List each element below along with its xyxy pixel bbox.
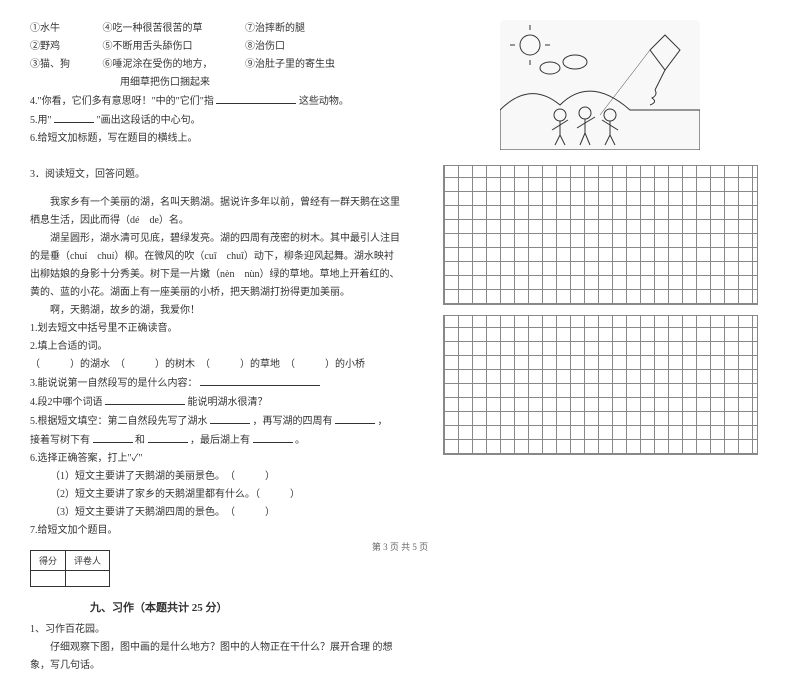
item-row-3b: 用细草把伤口捆起来 [30,74,400,92]
item-2a: ②野鸡 [30,38,100,56]
sq5-blank4[interactable] [148,431,188,443]
score-cell[interactable] [31,571,66,587]
item-1b: ④吃一种很苦很苦的草 [103,20,243,38]
sq4: 4.段2中哪个词语 能说明湖水很清？ [30,393,400,412]
page-footer: 第 3 页 共 5 页 [0,540,800,553]
sq5-blank3[interactable] [93,431,133,443]
sq4-blank[interactable] [105,393,185,405]
writing-grid-1[interactable] [443,165,758,305]
sq5g: 。 [295,435,305,446]
sq6b: （2）短文主要讲了家乡的天鹅湖里都有什么。（ ） [30,486,400,504]
writing-grid-2[interactable] [443,315,758,455]
sq5b: ，再写湖的四周有 [253,416,333,427]
q3-title: 3．阅读短文，回答问题。 [30,166,400,184]
q4-text-b: 这些动物。 [299,96,349,107]
q5-text-b: "画出这段话的中心句。 [97,115,201,126]
sq6a: （1）短文主要讲了天鹅湖的美丽景色。 （ ） [30,468,400,486]
sq5-blank1[interactable] [210,412,250,424]
sq7: 7.给短文加个题目。 [30,522,400,540]
item-1a: ①水牛 [30,20,100,38]
item-3b: ⑥唾泥涂在受伤的地方， [103,56,243,74]
score-table: 得分 评卷人 [30,550,110,587]
right-column [430,20,770,675]
q4-text-a: 4."你看，它们多有意思呀！"中的"它们"指 [30,96,214,107]
para-3: 啊，天鹅湖，故乡的湖，我爱你！ [30,302,400,320]
sq5a: 5.根据短文填空：第二自然段先写了湖水 [30,416,208,427]
sq1: 1.划去短文中括号里不正确读音。 [30,320,400,338]
sq3: 3.能说说第一自然段写的是什么内容： [30,374,400,393]
left-column: ①水牛 ④吃一种很苦很苦的草 ⑦治摔断的腿 ②野鸡 ⑤不断用舌头舔伤口 ⑧治伤口… [30,20,400,675]
sq4-text-b: 能说明湖水很清？ [188,397,268,408]
item-2b: ⑤不断用舌头舔伤口 [103,38,243,56]
sq5-line1: 5.根据短文填空：第二自然段先写了湖水 ，再写湖的四周有 ， [30,412,400,431]
para-1: 我家乡有一个美丽的湖，名叫天鹅湖。据说许多年以前，曾经有一群天鹅在这里栖息生活，… [30,194,400,230]
sq5f: ，最后湖上有 [190,435,250,446]
item-1c: ⑦治摔断的腿 [245,23,305,34]
score-label: 得分 [31,551,66,571]
sq5-blank2[interactable] [335,412,375,424]
sq4-text-a: 4.段2中哪个词语 [30,397,103,408]
sq6c: （3）短文主要讲了天鹅湖四周的景色。 （ ） [30,504,400,522]
kite-svg [500,20,700,150]
item-row-1: ①水牛 ④吃一种很苦很苦的草 ⑦治摔断的腿 [30,20,400,38]
sq2: 2.填上合适的词。 [30,338,400,356]
sq5-blank5[interactable] [253,431,293,443]
sq6: 6.选择正确答案，打上"✓" [30,450,400,468]
writing-1a: 仔细观察下图，图中画的是什么地方？图中的人物正在干什么？展开合理 的想象，写几句… [30,639,400,675]
item-3c: ⑨治肚子里的寄生虫 [245,59,335,70]
grader-label: 评卷人 [66,551,110,571]
q6: 6.给短文加标题，写在题目的横线上。 [30,130,400,148]
item-2c: ⑧治伤口 [245,41,285,52]
sq5c: ， [378,416,388,427]
item-row-3: ③猫、狗 ⑥唾泥涂在受伤的地方， ⑨治肚子里的寄生虫 [30,56,400,74]
grader-cell[interactable] [66,571,110,587]
sq5-line2: 接着写树下有 和 ，最后湖上有 。 [30,431,400,450]
item-3a: ③猫、狗 [30,56,100,74]
sq2a: （ ）的湖水 （ ）的树木 （ ）的草地 （ ）的小桥 [30,356,400,374]
item-row-2: ②野鸡 ⑤不断用舌头舔伤口 ⑧治伤口 [30,38,400,56]
q5-blank[interactable] [54,111,94,123]
kite-illustration [500,20,700,150]
sq5e: 和 [135,435,145,446]
q5-text-a: 5.用" [30,115,52,126]
item-3b2: 用细草把伤口捆起来 [120,77,210,88]
section-9-title: 九、习作（本题共计 25 分） [30,599,400,615]
q5: 5.用" "画出这段话的中心句。 [30,111,400,130]
sq3-blank[interactable] [200,374,320,386]
para-2: 湖呈圆形，湖水清可见底，碧绿发亮。湖的四周有茂密的树木。其中最引人注目的是垂（c… [30,230,400,302]
q4: 4."你看，它们多有意思呀！"中的"它们"指 这些动物。 [30,92,400,111]
sq5d: 接着写树下有 [30,435,90,446]
writing-1: 1、习作百花园。 [30,621,400,639]
sq3-text: 3.能说说第一自然段写的是什么内容： [30,378,198,389]
q4-blank[interactable] [216,92,296,104]
